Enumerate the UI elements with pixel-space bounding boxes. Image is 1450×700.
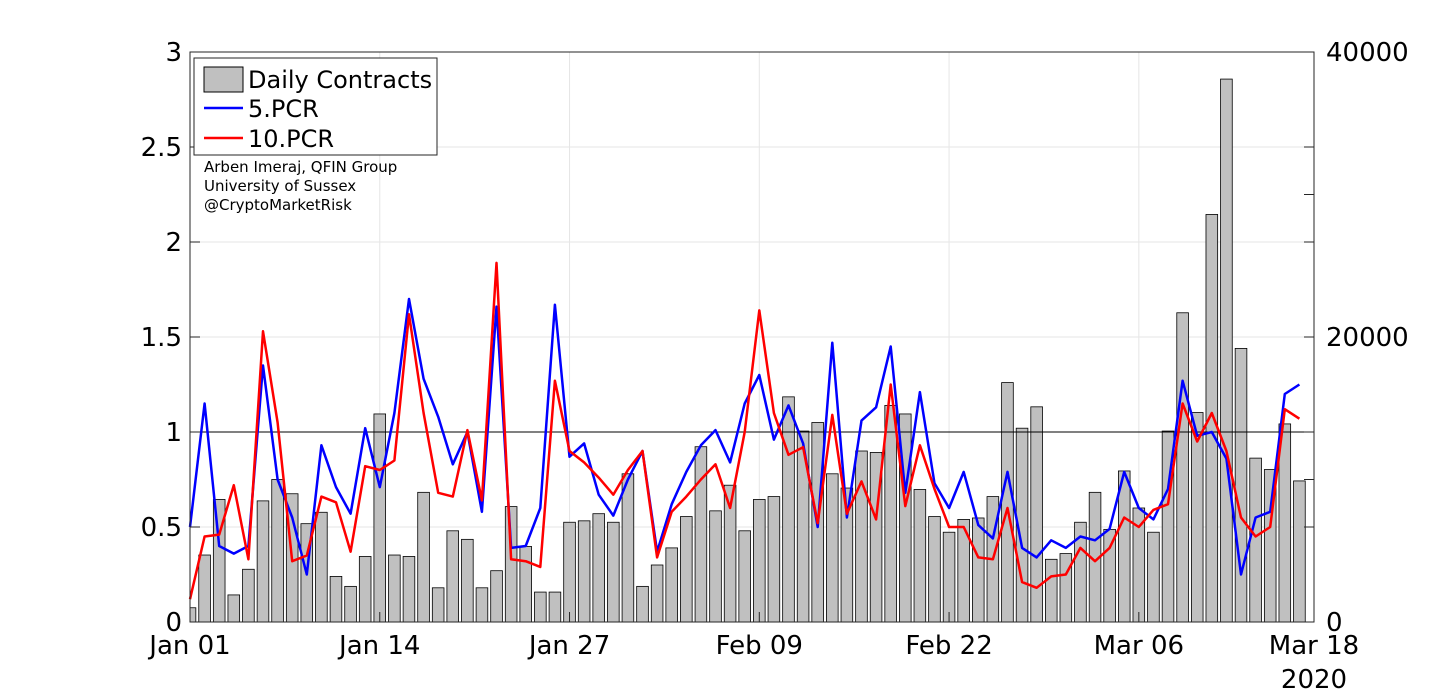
x-tick-label: Jan 27: [527, 631, 610, 661]
bar: [1190, 412, 1204, 623]
x-year-label: 2020: [1281, 665, 1347, 695]
bar: [1103, 528, 1116, 623]
bar: [972, 517, 985, 623]
bar: [417, 491, 430, 623]
bar: [577, 520, 591, 623]
bar: [1001, 382, 1014, 623]
bar: [928, 516, 941, 623]
bar: [256, 500, 270, 623]
bar: [1278, 423, 1292, 623]
bar: [738, 530, 751, 623]
bar: [592, 513, 605, 623]
legend-label-10pcr: 10.PCR: [248, 125, 334, 153]
line-series-10pcr: [188, 261, 1301, 600]
bar: [198, 554, 211, 623]
x-tick-label: Feb 22: [905, 631, 992, 661]
bar: [650, 564, 664, 623]
credit-line-university: University of Sussex: [204, 177, 356, 195]
bar: [358, 556, 372, 623]
bar: [534, 591, 547, 623]
bar: [913, 489, 927, 623]
bar: [782, 396, 795, 623]
bar: [1249, 457, 1262, 623]
bar: [753, 499, 766, 623]
bar: [694, 446, 708, 623]
bar: [1059, 553, 1073, 623]
y-left-tick-label: 1: [165, 418, 182, 448]
bar: [1293, 480, 1306, 623]
bar: [855, 450, 868, 623]
bar: [271, 479, 284, 623]
bar: [344, 585, 357, 623]
bar: [884, 404, 897, 623]
bar: [1220, 78, 1233, 623]
bar: [826, 473, 839, 623]
legend-label-daily-contracts: Daily Contracts: [248, 66, 432, 94]
legend-swatch-daily-contracts: [203, 66, 244, 93]
bar: [490, 570, 503, 623]
y-left-tick-label: 2: [165, 228, 182, 258]
bar: [519, 546, 532, 623]
axes: 0 0.5 1 1.5 2 2.5 3 Jan 01 Jan 14 Jan 27 Feb 09 Feb…: [141, 38, 1409, 695]
x-tick-label: Feb 09: [716, 631, 803, 661]
bar: [461, 538, 474, 623]
bar: [1176, 312, 1189, 623]
x-tick-label: Mar 18: [1269, 631, 1359, 661]
legend: Daily Contracts 5.PCR 10.PCR: [193, 57, 438, 156]
bar: [665, 547, 678, 623]
bar: [388, 554, 401, 623]
y-right-tick-label: 40000: [1326, 38, 1409, 68]
bar: [431, 587, 445, 623]
x-tick-label: Mar 06: [1094, 631, 1184, 661]
x-tick-label: Jan 14: [337, 631, 420, 661]
y-left-tick-label: 1.5: [141, 323, 182, 353]
y-right-tick-label: 0: [1326, 608, 1343, 638]
bar: [548, 591, 562, 623]
bar: [621, 473, 635, 623]
y-left-tick-label: 2.5: [141, 133, 182, 163]
credit-line-author: Arben Imeraj, QFIN Group: [204, 158, 397, 176]
bar: [1234, 347, 1248, 623]
x-tick-label: Jan 01: [147, 631, 230, 661]
legend-label-5pcr: 5.PCR: [248, 95, 319, 123]
bar: [315, 511, 328, 623]
bar: [709, 510, 722, 623]
bar: [1030, 406, 1043, 623]
bar: [563, 521, 576, 623]
bar: [446, 530, 459, 623]
bar: [1045, 558, 1058, 623]
bar: [227, 594, 241, 623]
bar: [636, 585, 649, 623]
y-left-tick-label: 0: [165, 608, 182, 638]
bar: [242, 568, 255, 623]
credit-line-handle: @CryptoMarketRisk: [204, 196, 352, 214]
bar: [504, 506, 518, 623]
bar: [767, 496, 781, 623]
bar: [1147, 531, 1160, 623]
bar: [189, 607, 197, 623]
bar: [1117, 470, 1131, 623]
bar: [680, 516, 693, 623]
bar: [402, 556, 416, 623]
credit-text: Arben Imeraj, QFIN Group University of S…: [204, 158, 397, 214]
bar: [329, 576, 343, 623]
y-left-tick-label: 3: [165, 38, 182, 68]
bar: [942, 531, 956, 623]
bar: [475, 587, 489, 623]
bar: [373, 413, 387, 623]
bar: [607, 521, 620, 623]
y-right-tick-label: 20000: [1326, 323, 1409, 353]
y-left-tick-label: 0.5: [141, 513, 182, 543]
